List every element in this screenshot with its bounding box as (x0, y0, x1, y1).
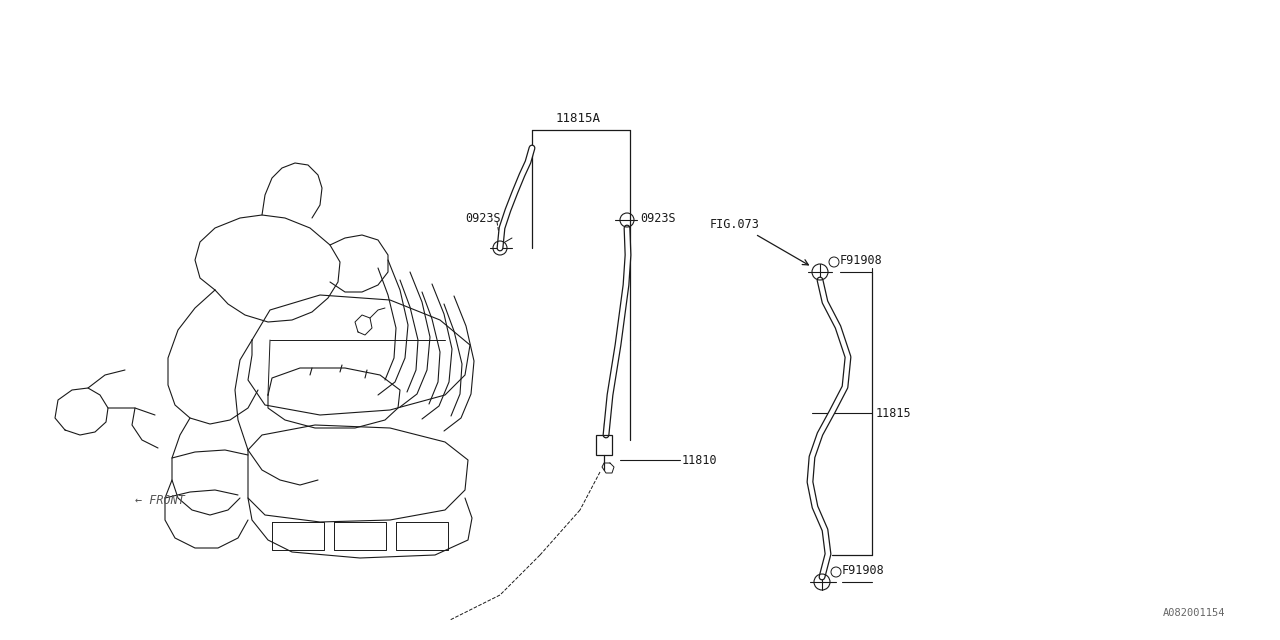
Text: FIG.073: FIG.073 (710, 218, 760, 230)
Text: 0923S: 0923S (640, 211, 676, 225)
Text: 11810: 11810 (682, 454, 718, 467)
Text: A082001154: A082001154 (1162, 608, 1225, 618)
Text: ← FRONT: ← FRONT (134, 493, 184, 506)
Text: F91908: F91908 (840, 253, 883, 266)
Text: 11815: 11815 (876, 406, 911, 419)
Text: F91908: F91908 (842, 563, 884, 577)
Text: 0923S: 0923S (465, 211, 500, 225)
Text: 11815A: 11815A (556, 111, 602, 125)
